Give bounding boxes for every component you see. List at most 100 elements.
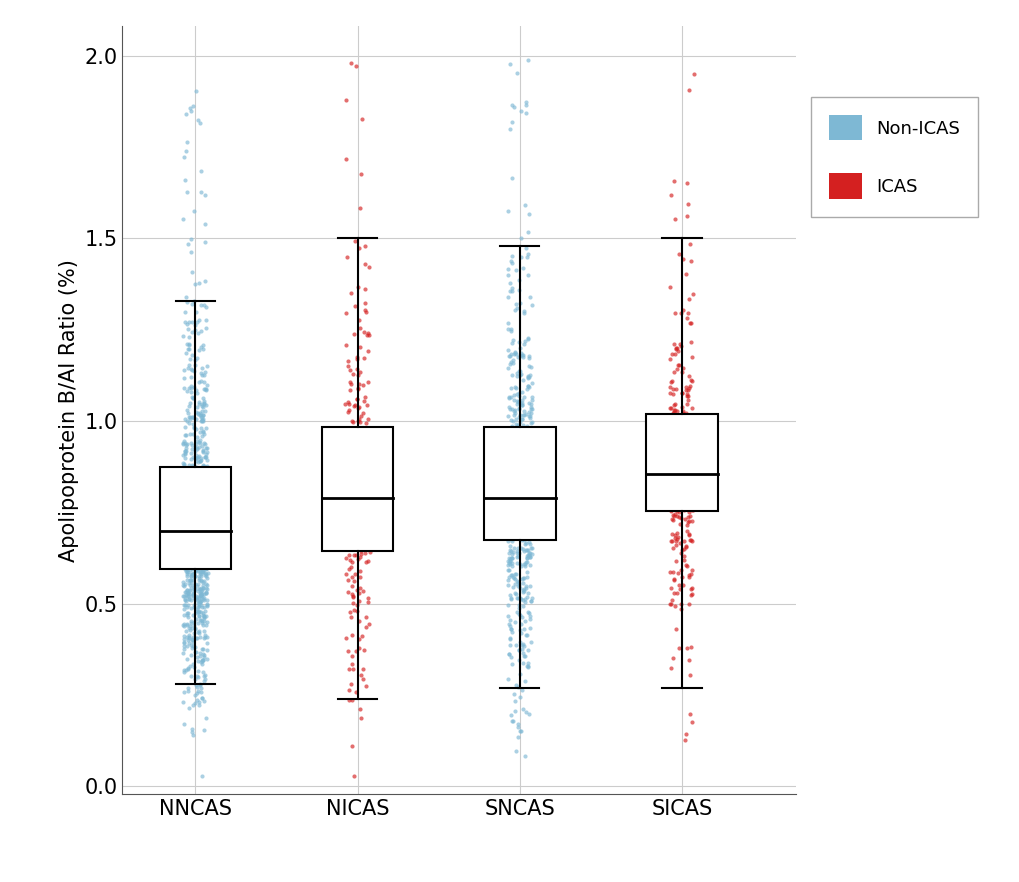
Point [177, 514, 194, 528]
Point [193, 681, 209, 695]
Point [182, 616, 199, 630]
Point [663, 501, 680, 515]
Point [516, 584, 532, 598]
Point [505, 392, 522, 407]
Point [501, 613, 518, 627]
Point [193, 613, 209, 627]
Point [661, 565, 678, 579]
Point [514, 392, 530, 407]
Point [501, 516, 518, 530]
Point [341, 383, 358, 397]
Point [178, 543, 195, 557]
Point [499, 449, 516, 463]
Point [681, 379, 697, 393]
Point [194, 485, 210, 499]
Point [512, 557, 528, 571]
Point [361, 327, 377, 341]
Point [187, 405, 204, 419]
Point [180, 539, 197, 553]
Point [182, 569, 199, 583]
Point [189, 525, 205, 539]
Point [184, 572, 201, 587]
Point [662, 534, 679, 548]
Point [198, 506, 214, 520]
Point [678, 397, 694, 411]
Point [180, 472, 197, 486]
Point [522, 409, 538, 423]
Point [355, 378, 371, 392]
Point [194, 484, 210, 498]
Point [672, 498, 688, 512]
Point [187, 447, 204, 461]
Point [501, 357, 518, 371]
Point [501, 122, 518, 136]
Point [199, 631, 215, 645]
Point [359, 529, 375, 543]
Point [175, 549, 192, 564]
Point [673, 463, 689, 477]
Point [522, 478, 538, 492]
Point [192, 453, 208, 467]
Point [176, 542, 193, 557]
Point [195, 412, 211, 426]
Point [191, 599, 207, 613]
Point [199, 571, 215, 585]
Point [505, 100, 522, 114]
Point [499, 523, 516, 537]
Point [516, 334, 532, 348]
Point [356, 546, 372, 560]
Point [344, 367, 361, 381]
Point [195, 514, 211, 528]
Point [182, 517, 199, 531]
Point [198, 382, 214, 396]
Point [520, 660, 536, 674]
Point [197, 188, 213, 202]
Point [181, 530, 198, 544]
Point [184, 512, 201, 527]
Point [677, 728, 693, 742]
Point [520, 247, 536, 261]
Point [522, 460, 538, 475]
Point [507, 550, 524, 564]
Point [510, 422, 526, 436]
Point [520, 476, 536, 490]
Point [185, 364, 202, 378]
Point [341, 363, 358, 377]
Point [193, 452, 209, 467]
Point [187, 498, 204, 512]
Point [192, 432, 208, 446]
Point [680, 83, 696, 97]
Point [189, 549, 205, 564]
Point [680, 527, 696, 542]
Point [500, 454, 517, 468]
Point [194, 542, 210, 556]
Point [515, 523, 531, 537]
Point [505, 424, 522, 438]
Point [681, 509, 697, 523]
Point [511, 402, 527, 416]
Point [507, 422, 524, 437]
Point [199, 378, 215, 392]
Point [499, 557, 516, 572]
Point [520, 351, 536, 365]
Point [181, 544, 198, 558]
Point [176, 598, 193, 612]
Point [185, 566, 202, 580]
Point [512, 667, 528, 681]
Point [351, 594, 367, 609]
Point [196, 398, 212, 412]
Point [510, 394, 526, 408]
Point [190, 454, 206, 468]
Point [197, 274, 213, 288]
Point [515, 576, 531, 590]
Point [195, 575, 211, 589]
Point [357, 239, 373, 253]
Point [193, 407, 209, 422]
Point [193, 340, 209, 354]
Point [184, 99, 201, 113]
Point [522, 579, 538, 593]
Point [178, 608, 195, 622]
Point [196, 467, 212, 481]
Point [187, 632, 204, 646]
Point [196, 383, 212, 397]
